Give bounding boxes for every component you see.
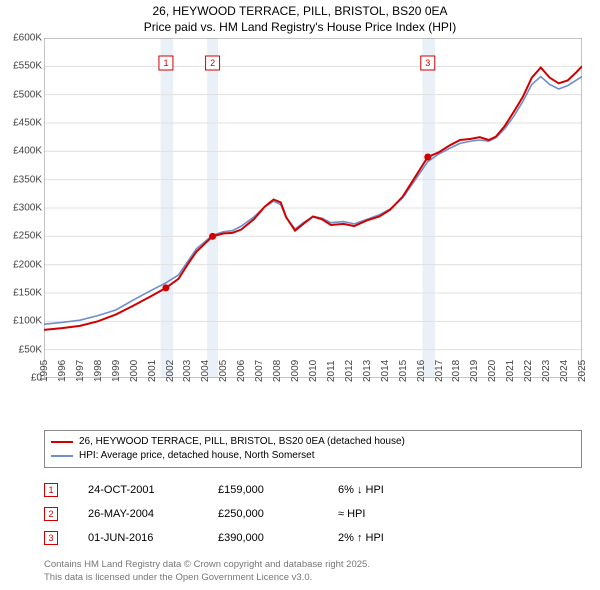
y-tick-label: £550K	[0, 61, 42, 72]
y-tick-label: £350K	[0, 174, 42, 185]
marker-badge: 1	[44, 483, 58, 497]
y-tick-label: £0	[0, 373, 42, 384]
marker-row: 2 26-MAY-2004 £250,000 ≈ HPI	[44, 502, 458, 526]
marker-date: 01-JUN-2016	[88, 532, 218, 544]
legend-label-1: 26, HEYWOOD TERRACE, PILL, BRISTOL, BS20…	[79, 435, 405, 449]
svg-text:3: 3	[425, 58, 430, 68]
chart-container: £0 £50K £100K £150K £200K £250K £300K £350K £400…	[0, 38, 600, 400]
marker-row: 3 01-JUN-2016 £390,000 2% ↑ HPI	[44, 526, 458, 550]
marker-badge: 3	[44, 531, 58, 545]
y-tick-label: £400K	[0, 146, 42, 157]
marker-date: 24-OCT-2001	[88, 484, 218, 496]
marker-date: 26-MAY-2004	[88, 508, 218, 520]
y-tick-label: £50K	[0, 344, 42, 355]
y-tick-label: £100K	[0, 316, 42, 327]
marker-badge: 2	[44, 507, 58, 521]
marker-delta: ≈ HPI	[338, 508, 458, 520]
y-tick-label: £300K	[0, 203, 42, 214]
legend-label-2: HPI: Average price, detached house, Nort…	[79, 449, 315, 463]
plot-area: 123 199519961997199819992000200120022003…	[44, 38, 582, 378]
svg-text:1: 1	[163, 58, 168, 68]
svg-text:2: 2	[210, 58, 215, 68]
title-line2: Price paid vs. HM Land Registry's House …	[0, 20, 600, 36]
marker-delta: 2% ↑ HPI	[338, 532, 458, 544]
y-tick-label: £500K	[0, 89, 42, 100]
chart-title: 26, HEYWOOD TERRACE, PILL, BRISTOL, BS20…	[0, 0, 600, 35]
marker-price: £390,000	[218, 532, 338, 544]
marker-table: 1 24-OCT-2001 £159,000 6% ↓ HPI 2 26-MAY…	[44, 478, 458, 550]
y-tick-label: £200K	[0, 259, 42, 270]
legend-swatch-series2	[51, 455, 73, 457]
legend-swatch-series1	[51, 441, 73, 443]
y-tick-label: £250K	[0, 231, 42, 242]
marker-price: £250,000	[218, 508, 338, 520]
y-tick-label: £600K	[0, 33, 42, 44]
marker-price: £159,000	[218, 484, 338, 496]
line-chart: 1 2 3	[44, 38, 582, 378]
y-tick-label: £150K	[0, 288, 42, 299]
marker-delta: 6% ↓ HPI	[338, 484, 458, 496]
footer-line2: This data is licensed under the Open Gov…	[44, 572, 370, 584]
title-line1: 26, HEYWOOD TERRACE, PILL, BRISTOL, BS20…	[0, 4, 600, 20]
y-tick-label: £450K	[0, 118, 42, 129]
marker-row: 1 24-OCT-2001 £159,000 6% ↓ HPI	[44, 478, 458, 502]
footer-text: Contains HM Land Registry data © Crown c…	[44, 559, 370, 584]
legend: 26, HEYWOOD TERRACE, PILL, BRISTOL, BS20…	[44, 430, 582, 468]
footer-line1: Contains HM Land Registry data © Crown c…	[44, 559, 370, 571]
